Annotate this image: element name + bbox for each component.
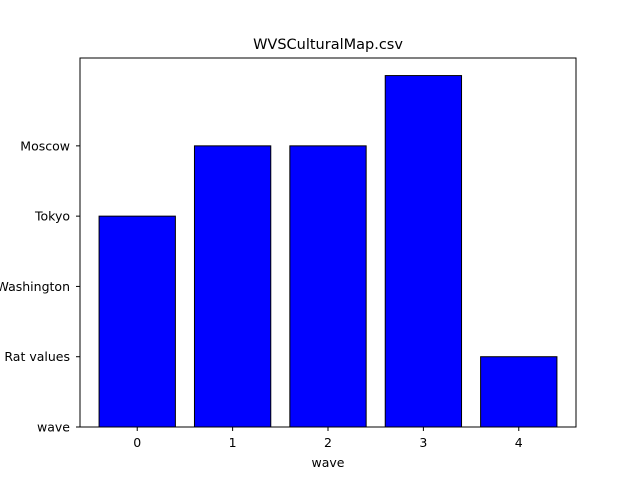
y-tick-label: Washington [0,279,70,294]
x-tick-label: 4 [515,435,523,450]
y-tick-label: Moscow [20,138,70,153]
bar-1 [193,145,272,428]
y-tick-label: Rat values [4,349,70,364]
x-tick-label: 2 [324,435,332,450]
x-axis-ticks: 0 1 2 3 4 [133,427,523,450]
bar-3 [384,75,463,428]
chart-title: WVSCulturalMap.csv [253,37,403,53]
x-tick-label: 1 [229,435,237,450]
bar-0 [98,215,176,428]
x-axis-label: wave [312,455,345,470]
bars [98,75,558,428]
bar-2 [289,145,367,428]
y-tick-label: wave [37,420,70,435]
x-tick-label: 0 [133,435,141,450]
y-axis-ticks: wave Rat values Washington Tokyo Moscow [0,138,80,435]
bar-4 [480,356,558,428]
x-tick-label: 3 [419,435,427,450]
y-tick-label: Tokyo [34,209,70,224]
